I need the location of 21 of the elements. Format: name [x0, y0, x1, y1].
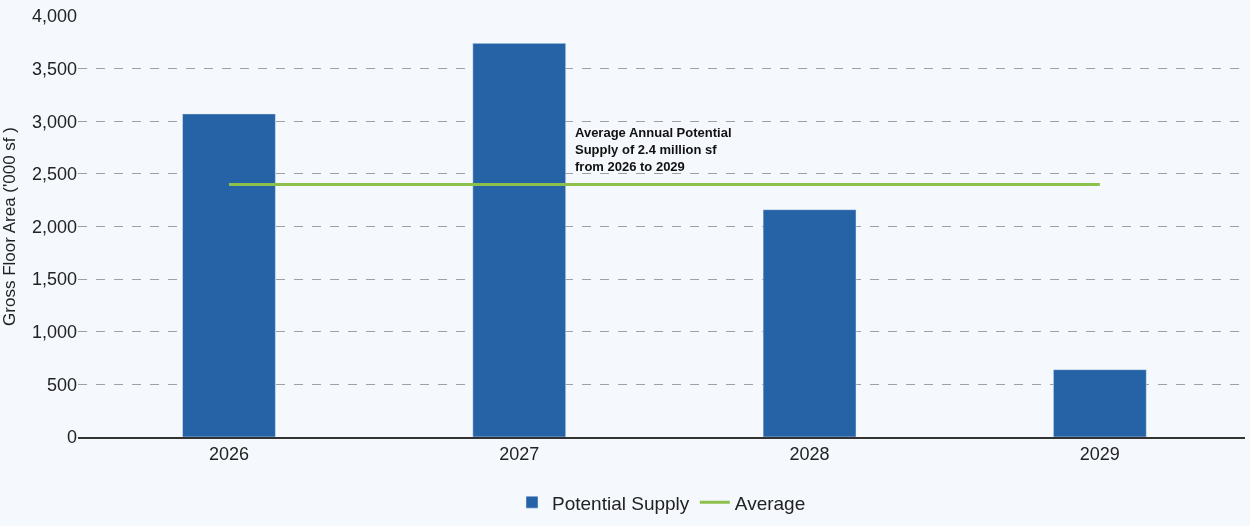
legend-label: Average — [734, 492, 806, 514]
x-tick-label: 2026 — [208, 444, 249, 465]
legend-label: Potential Supply — [552, 492, 690, 514]
bar — [472, 43, 566, 437]
bar — [762, 209, 857, 437]
y-tick-label: 3,500 — [31, 58, 77, 79]
y-tick-label: 1,000 — [31, 322, 77, 343]
x-tick-label: 2028 — [789, 444, 830, 465]
y-tick-label: 0 — [66, 427, 77, 448]
y-tick-label: 1,500 — [31, 269, 77, 290]
y-axis-title: Gross Floor Area ('000 sf ) — [0, 127, 19, 326]
bar — [1053, 369, 1147, 437]
bar — [182, 113, 276, 437]
x-tick-label: 2029 — [1079, 444, 1120, 465]
y-tick-label: 2,500 — [31, 164, 77, 185]
y-tick-label: 4,000 — [31, 6, 77, 27]
y-tick-label: 3,000 — [31, 111, 77, 132]
y-tick-label: 500 — [46, 374, 77, 395]
annotation: Average Annual Potential Supply of 2.4 million sf from 2026 to 2029 — [575, 125, 732, 174]
y-tick-label: 2,000 — [31, 216, 77, 237]
x-tick-label: 2027 — [499, 444, 540, 465]
